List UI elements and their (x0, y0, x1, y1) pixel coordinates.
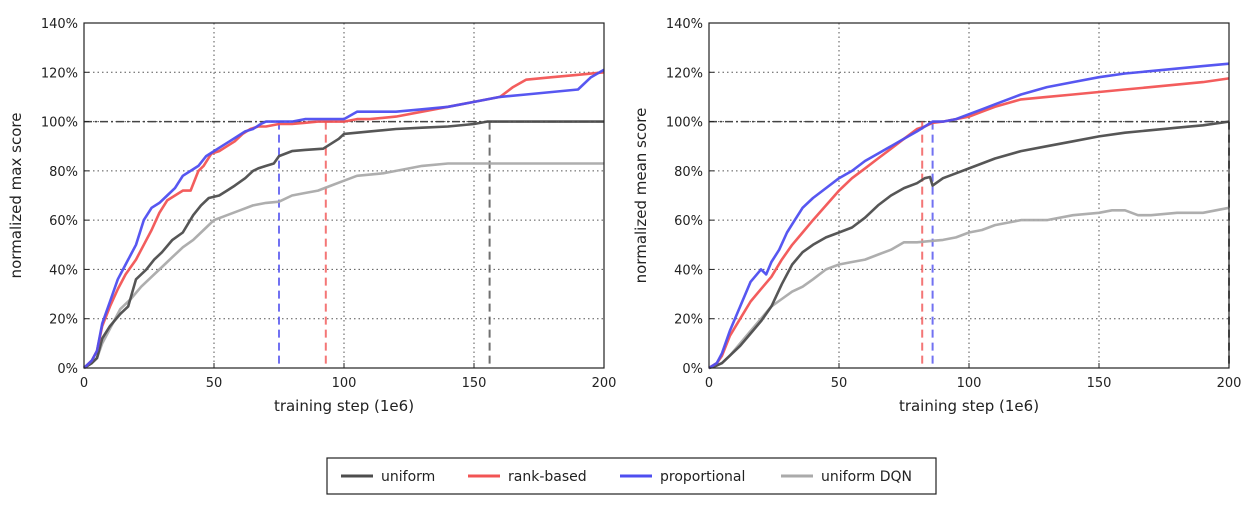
chart1-ytick-label: 0% (682, 362, 703, 377)
chart0-ytick-label: 140% (41, 17, 78, 32)
legend-label-uniform-dqn: uniform DQN (821, 469, 912, 485)
chart1-xtick-label: 0 (705, 376, 713, 391)
chart1-ytick-label: 120% (666, 66, 703, 81)
chart0-xtick-label: 50 (206, 376, 223, 391)
chart0-xtick-label: 200 (592, 376, 617, 391)
chart1-ylabel: normalized mean score (632, 108, 650, 284)
chart0-ytick-label: 20% (49, 313, 78, 328)
chart0-ytick-label: 80% (49, 165, 78, 180)
chart0-series-proportional (83, 68, 605, 369)
legend-label-proportional: proportional (660, 469, 745, 485)
chart0-ytick-label: 60% (49, 214, 78, 229)
chart1-ytick-label: 20% (674, 313, 703, 328)
chart1-series-uniform (708, 120, 1230, 370)
chart0-series-uniform-dqn (83, 162, 604, 370)
chart0-ylabel: normalized max score (7, 113, 25, 279)
chart0-xlabel: training step (1e6) (274, 397, 414, 415)
chart-mean-score: 0 50 100 150 200 0% 20% 40% 60% 80% 100% 120% 140% tr… (632, 17, 1241, 415)
legend: uniform rank-based proportional uniform … (326, 457, 937, 495)
chart1-ytick-label: 40% (674, 263, 703, 278)
chart0-ytick-label: 0% (57, 362, 78, 377)
chart0-ytick-label: 100% (41, 116, 78, 131)
chart0-xtick-label: 0 (80, 376, 88, 391)
chart1-series-proportional (708, 62, 1230, 370)
chart-max-score: 0 50 100 150 200 0% 20% 40% 60% 80% 100% 120% 140% tr… (7, 17, 616, 415)
chart1-xlabel: training step (1e6) (899, 397, 1039, 415)
chart1-xtick-label: 50 (831, 376, 848, 391)
chart0-xtick-label: 150 (462, 376, 487, 391)
chart0-xtick-label: 100 (332, 376, 357, 391)
chart1-xtick-label: 100 (957, 376, 982, 391)
chart0-ytick-label: 40% (49, 263, 78, 278)
chart0-series-uniform (83, 120, 604, 370)
legend-label-uniform: uniform (381, 469, 435, 485)
chart0-ytick-label: 120% (41, 66, 78, 81)
legend-label-rank-based: rank-based (508, 469, 587, 485)
chart1-ytick-label: 100% (666, 116, 703, 131)
chart1-xtick-label: 200 (1217, 376, 1242, 391)
chart1-ytick-label: 140% (666, 17, 703, 32)
chart1-xtick-label: 150 (1087, 376, 1112, 391)
chart1-ytick-label: 80% (674, 165, 703, 180)
chart1-ytick-label: 60% (674, 214, 703, 229)
